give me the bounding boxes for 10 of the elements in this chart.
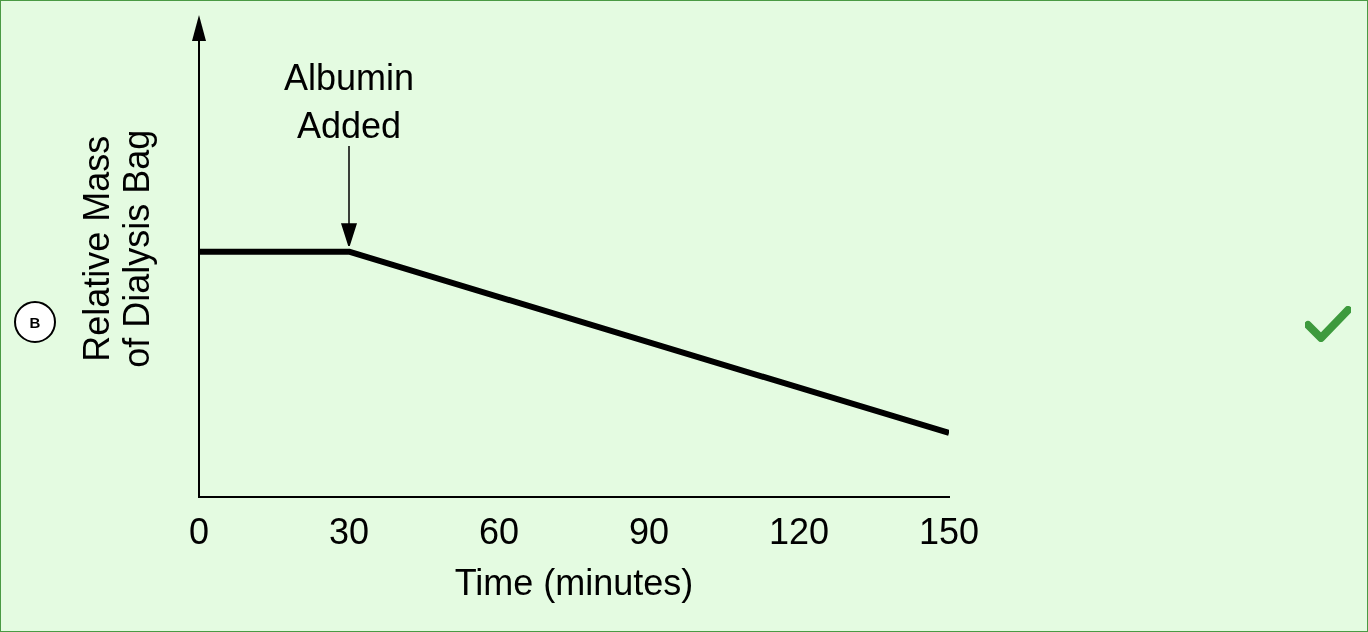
x-tick-label: 90 [628,511,670,553]
x-tick-label: 30 [328,511,370,553]
x-tick-label: 150 [918,511,980,553]
annotation: Albumin Added [283,56,415,146]
x-tick-label: 60 [478,511,520,553]
y-axis-title: Relative Mass of Dialysis Bag [75,129,157,368]
x-tick-label: 0 [188,511,210,553]
x-tick-label: 120 [768,511,830,553]
x-axis-title: Time (minutes) [454,562,694,604]
text: B [14,301,56,343]
